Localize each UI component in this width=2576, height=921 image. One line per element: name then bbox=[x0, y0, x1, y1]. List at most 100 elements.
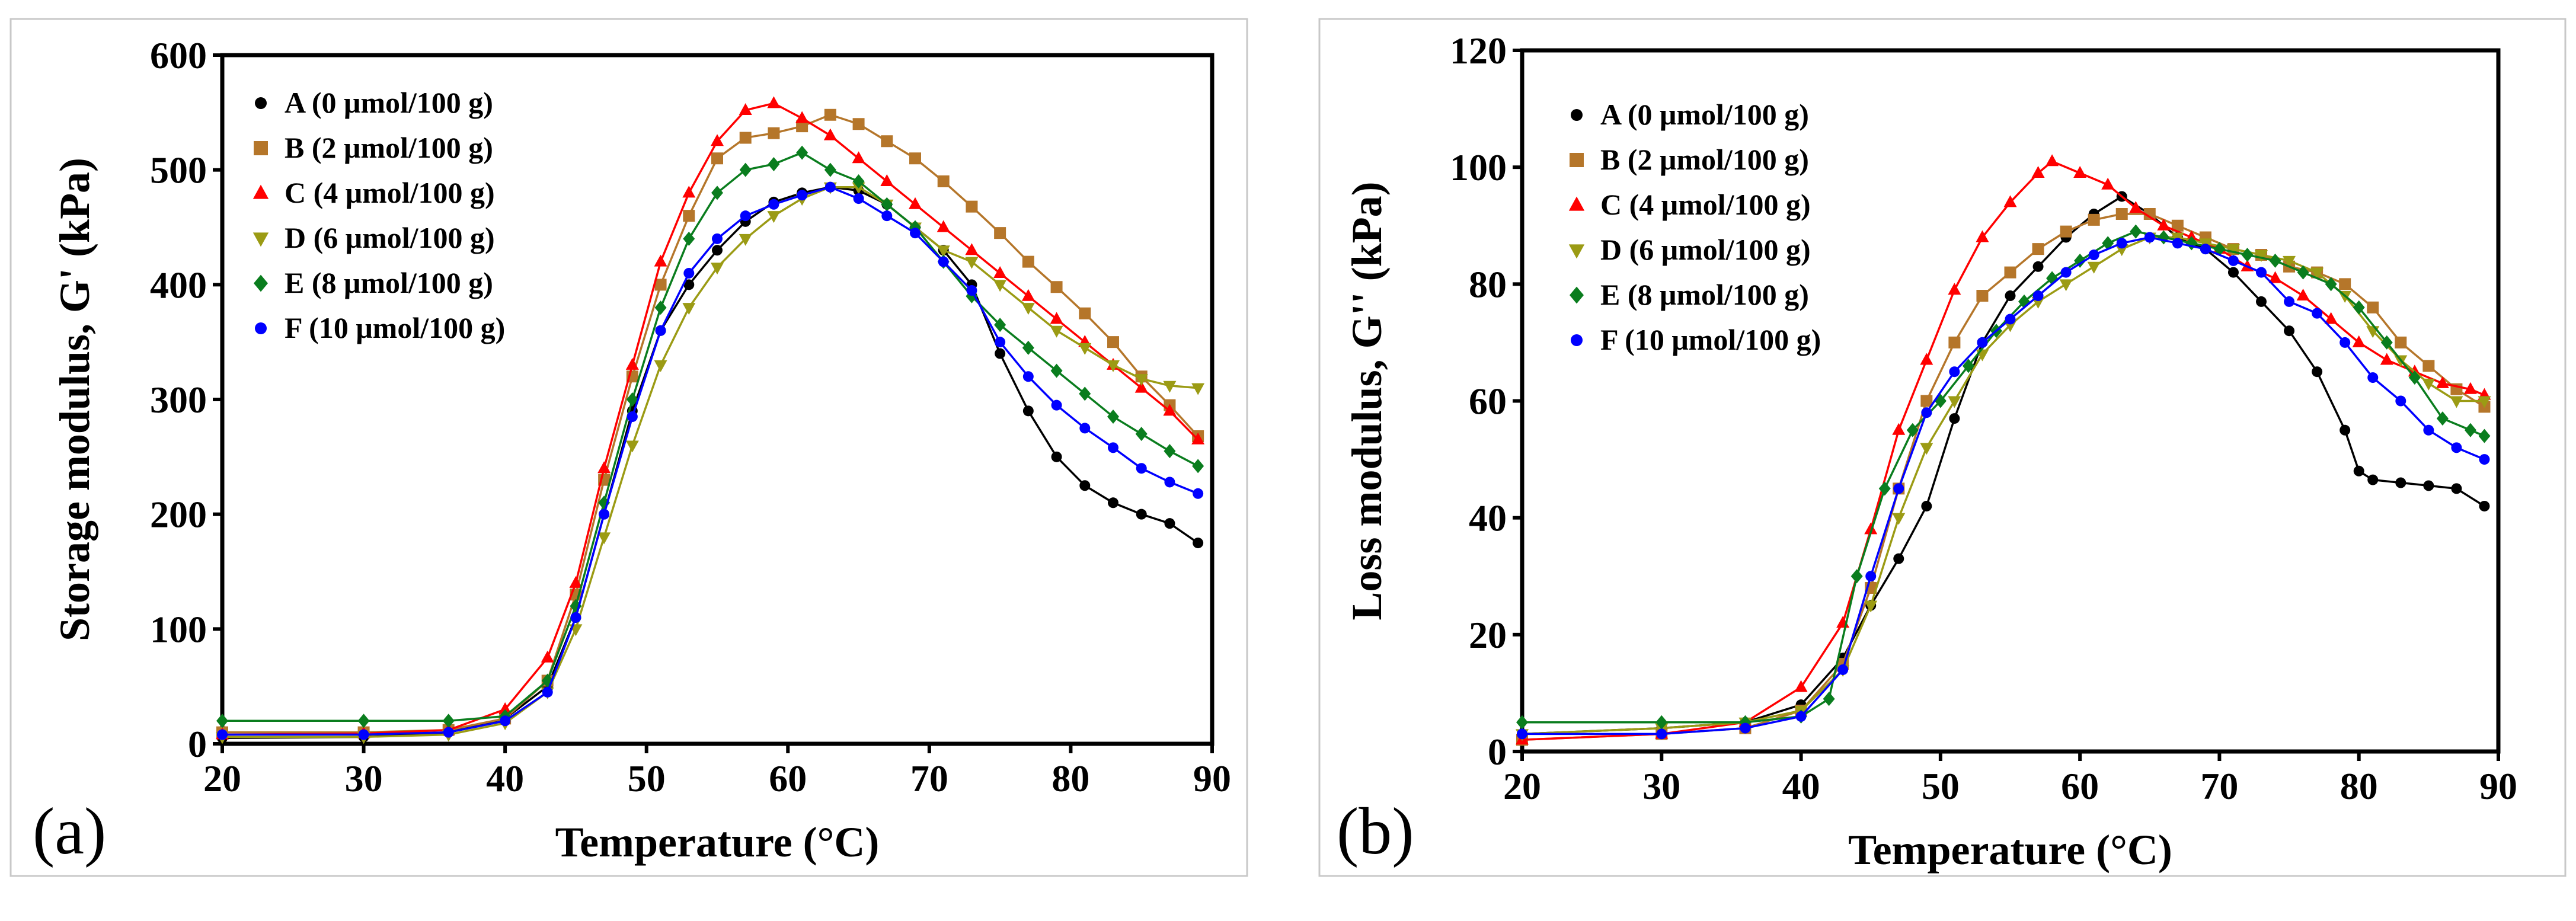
data-point bbox=[1921, 500, 1932, 511]
data-point bbox=[1051, 399, 1062, 411]
data-point bbox=[2423, 480, 2434, 491]
data-point bbox=[2436, 376, 2449, 388]
legend-item: A (0 μmol/100 g) bbox=[255, 86, 493, 119]
data-point bbox=[2450, 396, 2463, 408]
data-point bbox=[2227, 255, 2239, 266]
data-point bbox=[570, 612, 581, 623]
data-point bbox=[1022, 255, 1034, 268]
legend: A (0 μmol/100 g) B (2 μmol/100 g) C (4 μmo… bbox=[253, 86, 505, 344]
legend: A (0 μmol/100 g) B (2 μmol/100 g) C (4 μmo… bbox=[1568, 98, 1821, 356]
x-axis-title: Temperature (°C) bbox=[1848, 826, 2172, 874]
data-point bbox=[2340, 337, 2351, 348]
data-point bbox=[2478, 396, 2491, 408]
data-point bbox=[711, 152, 723, 165]
legend-label: E (8 μmol/100 g) bbox=[1600, 278, 1809, 311]
y-tick-label: 40 bbox=[1469, 497, 1507, 539]
legend-marker bbox=[255, 97, 267, 109]
data-point bbox=[2268, 271, 2282, 283]
data-point bbox=[1107, 336, 1119, 348]
data-point bbox=[1794, 680, 1808, 692]
y-tick-label: 120 bbox=[1450, 30, 1507, 72]
data-point bbox=[683, 279, 695, 290]
data-point bbox=[1164, 477, 1175, 488]
legend-item: F (10 μmol/100 g) bbox=[255, 311, 505, 344]
data-point bbox=[683, 267, 695, 279]
data-point bbox=[682, 186, 696, 198]
series-line bbox=[222, 113, 1199, 734]
legend-marker bbox=[1571, 334, 1583, 346]
data-point bbox=[852, 151, 865, 164]
legend-label: C (4 μmol/100 g) bbox=[1600, 188, 1811, 221]
x-tick-label: 60 bbox=[769, 757, 807, 800]
data-point bbox=[541, 650, 554, 663]
data-point bbox=[823, 128, 837, 140]
data-point bbox=[965, 257, 979, 269]
x-tick-label: 70 bbox=[910, 757, 948, 800]
data-point bbox=[2005, 290, 2016, 302]
data-point bbox=[2130, 224, 2142, 239]
data-point bbox=[824, 162, 836, 177]
legend-marker bbox=[1571, 109, 1583, 121]
series-f bbox=[1517, 232, 2490, 740]
data-point bbox=[654, 279, 667, 291]
legend-marker bbox=[254, 141, 268, 155]
data-point bbox=[937, 220, 950, 232]
data-point bbox=[357, 714, 370, 728]
data-point bbox=[2478, 428, 2491, 443]
data-point bbox=[2143, 208, 2156, 220]
data-point bbox=[881, 197, 893, 212]
data-point bbox=[626, 392, 638, 407]
x-tick-label: 90 bbox=[1193, 757, 1231, 800]
data-point bbox=[1134, 374, 1148, 386]
data-point bbox=[711, 134, 724, 146]
x-tick-label: 50 bbox=[1922, 765, 1960, 807]
x-tick-label: 20 bbox=[1503, 765, 1541, 807]
data-point bbox=[1906, 423, 1919, 437]
data-point bbox=[654, 360, 667, 372]
data-point bbox=[2115, 208, 2128, 220]
data-point bbox=[938, 256, 949, 267]
legend-label: E (8 μmol/100 g) bbox=[285, 266, 493, 299]
legend-label: A (0 μmol/100 g) bbox=[1600, 98, 1809, 131]
data-point bbox=[1022, 405, 1034, 417]
y-tick-label: 60 bbox=[1469, 380, 1507, 423]
data-point bbox=[909, 152, 921, 165]
data-point bbox=[2380, 335, 2393, 350]
x-tick-label: 60 bbox=[2061, 765, 2099, 807]
data-point bbox=[627, 411, 638, 423]
data-point bbox=[2395, 477, 2406, 488]
data-point bbox=[2060, 267, 2072, 278]
series-line bbox=[1522, 236, 2485, 735]
data-point bbox=[654, 254, 667, 267]
x-tick-label: 20 bbox=[203, 757, 241, 800]
legend-item: D (6 μmol/100 g) bbox=[253, 221, 495, 254]
data-point bbox=[597, 461, 611, 474]
data-point bbox=[1079, 386, 1091, 401]
data-point bbox=[1920, 395, 1933, 407]
data-point bbox=[2310, 267, 2324, 280]
data-point bbox=[2144, 232, 2155, 243]
data-point bbox=[542, 686, 553, 698]
y-tick-label: 20 bbox=[1469, 614, 1507, 656]
series-f bbox=[217, 181, 1204, 740]
data-point bbox=[1921, 407, 1932, 418]
legend-marker bbox=[253, 184, 269, 199]
legend-marker bbox=[1568, 244, 1585, 259]
panel-label: (a) bbox=[33, 795, 106, 868]
data-point bbox=[2451, 442, 2462, 453]
data-point bbox=[500, 715, 511, 727]
data-point bbox=[2241, 248, 2254, 263]
data-point bbox=[2284, 325, 2295, 337]
data-point bbox=[881, 210, 893, 222]
data-point bbox=[2129, 201, 2143, 213]
data-point bbox=[2464, 423, 2476, 437]
data-point bbox=[797, 190, 808, 201]
data-point bbox=[1865, 571, 1877, 582]
data-point bbox=[2269, 253, 2281, 268]
data-point bbox=[1878, 481, 1891, 496]
legend-item: D (6 μmol/100 g) bbox=[1568, 233, 1811, 266]
data-point bbox=[739, 132, 752, 144]
data-point bbox=[1079, 480, 1091, 491]
series-line bbox=[222, 151, 1198, 722]
